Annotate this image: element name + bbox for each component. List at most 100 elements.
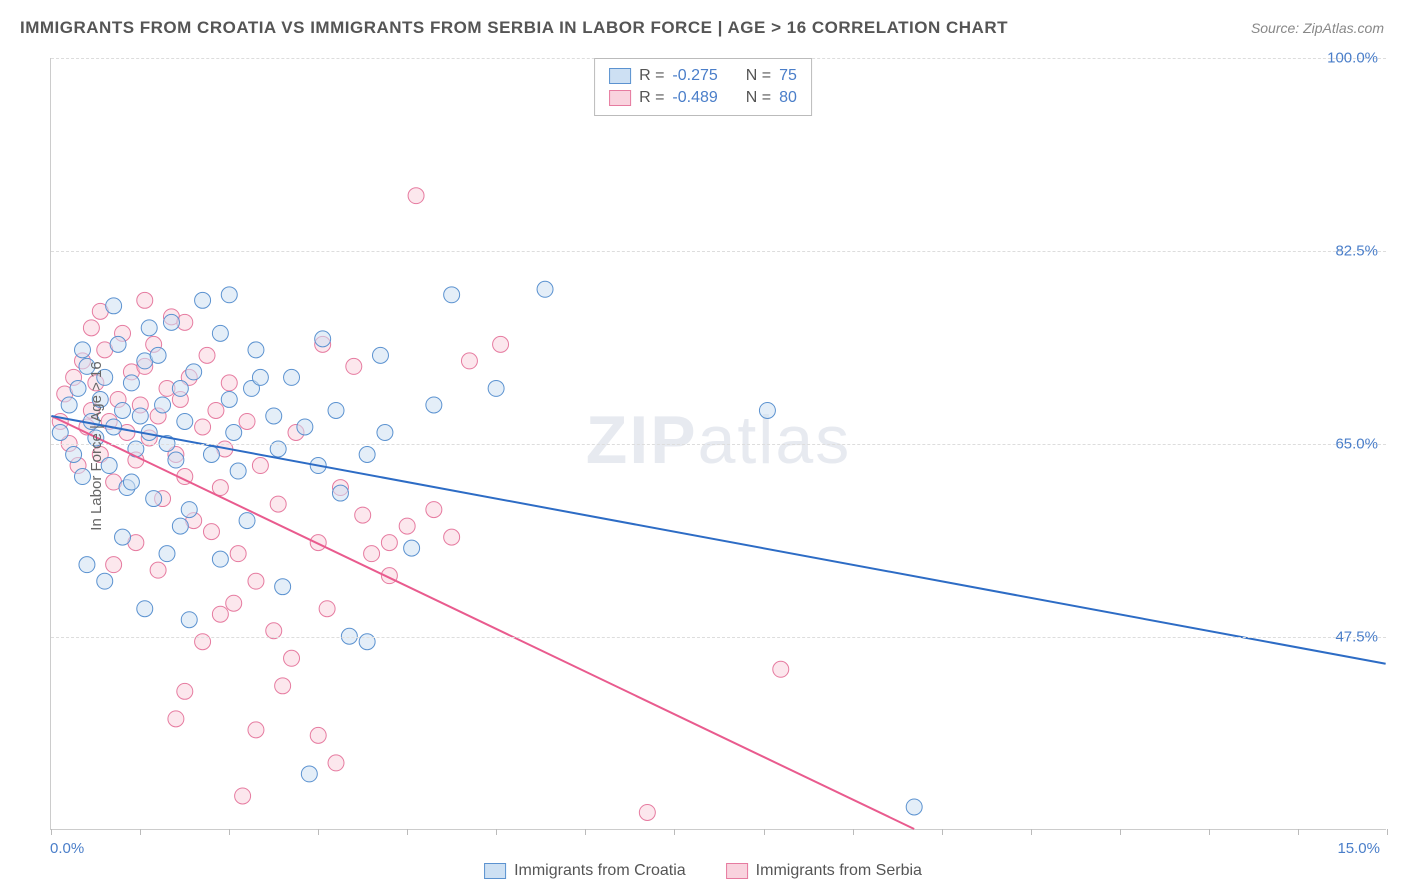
- scatter-point: [221, 287, 237, 303]
- legend-series-label: Immigrants from Croatia: [514, 862, 686, 880]
- scatter-point: [208, 402, 224, 418]
- scatter-point: [399, 518, 415, 534]
- legend-n-label: N =: [746, 67, 771, 85]
- scatter-point: [275, 678, 291, 694]
- legend-r-value: -0.489: [672, 89, 717, 107]
- scatter-point: [248, 722, 264, 738]
- y-axis-title: In Labor Force | Age > 16: [88, 361, 105, 530]
- legend-series-label: Immigrants from Serbia: [756, 862, 922, 880]
- gridline: [51, 444, 1386, 445]
- scatter-point: [230, 546, 246, 562]
- legend-swatch: [609, 90, 631, 106]
- scatter-point: [301, 766, 317, 782]
- scatter-point: [284, 650, 300, 666]
- scatter-point: [177, 413, 193, 429]
- scatter-point: [199, 347, 215, 363]
- legend-n-label: N =: [746, 89, 771, 107]
- scatter-point: [426, 397, 442, 413]
- regression-line: [51, 416, 914, 829]
- legend-swatch: [726, 863, 748, 879]
- scatter-point: [639, 804, 655, 820]
- scatter-point: [275, 579, 291, 595]
- scatter-point: [137, 292, 153, 308]
- scatter-point: [773, 661, 789, 677]
- scatter-point: [364, 546, 380, 562]
- scatter-point: [150, 347, 166, 363]
- scatter-point: [155, 397, 171, 413]
- scatter-point: [159, 546, 175, 562]
- scatter-point: [212, 551, 228, 567]
- source-label: Source: ZipAtlas.com: [1251, 20, 1384, 36]
- scatter-point: [186, 364, 202, 380]
- scatter-point: [195, 292, 211, 308]
- scatter-point: [106, 298, 122, 314]
- scatter-point: [381, 535, 397, 551]
- scatter-point: [377, 424, 393, 440]
- scatter-point: [177, 683, 193, 699]
- scatter-point: [115, 402, 131, 418]
- scatter-point: [759, 402, 775, 418]
- scatter-point: [172, 380, 188, 396]
- scatter-point: [79, 557, 95, 573]
- scatter-point: [297, 419, 313, 435]
- legend-r-label: R =: [639, 67, 664, 85]
- legend-swatch: [609, 68, 631, 84]
- scatter-point: [106, 557, 122, 573]
- gridline: [51, 251, 1386, 252]
- scatter-point: [226, 595, 242, 611]
- scatter-point: [248, 342, 264, 358]
- legend-series-item: Immigrants from Serbia: [726, 862, 922, 880]
- scatter-point: [132, 408, 148, 424]
- scatter-point: [408, 188, 424, 204]
- legend-correlation-row: R = -0.489 N = 80: [609, 87, 797, 109]
- x-tick: [1387, 829, 1388, 835]
- scatter-point: [372, 347, 388, 363]
- legend-correlation: R = -0.275 N = 75R = -0.489 N = 80: [594, 58, 812, 116]
- y-tick-label: 47.5%: [1335, 629, 1378, 646]
- legend-r-value: -0.275: [672, 67, 717, 85]
- scatter-point: [906, 799, 922, 815]
- scatter-point: [310, 727, 326, 743]
- scatter-point: [212, 325, 228, 341]
- legend-r-label: R =: [639, 89, 664, 107]
- scatter-point: [315, 331, 331, 347]
- scatter-point: [137, 601, 153, 617]
- scatter-point: [75, 342, 91, 358]
- scatter-point: [284, 369, 300, 385]
- scatter-point: [248, 573, 264, 589]
- scatter-point: [123, 474, 139, 490]
- scatter-point: [181, 502, 197, 518]
- scatter-point: [266, 408, 282, 424]
- scatter-point: [110, 336, 126, 352]
- scatter-point: [359, 447, 375, 463]
- scatter-point: [444, 287, 460, 303]
- scatter-point: [163, 314, 179, 330]
- scatter-point: [61, 397, 77, 413]
- y-tick-label: 82.5%: [1335, 243, 1378, 260]
- scatter-point: [115, 529, 131, 545]
- y-tick-label: 65.0%: [1335, 436, 1378, 453]
- scatter-point: [66, 447, 82, 463]
- scatter-point: [346, 358, 362, 374]
- scatter-point: [168, 711, 184, 727]
- x-axis-max: 15.0%: [1337, 840, 1380, 857]
- scatter-point: [203, 524, 219, 540]
- scatter-point: [235, 788, 251, 804]
- scatter-point: [319, 601, 335, 617]
- scatter-point: [168, 452, 184, 468]
- scatter-point: [52, 424, 68, 440]
- scatter-point: [123, 375, 139, 391]
- scatter-point: [239, 413, 255, 429]
- scatter-point: [270, 496, 286, 512]
- x-axis-min: 0.0%: [50, 840, 84, 857]
- scatter-point: [203, 447, 219, 463]
- y-tick-label: 100.0%: [1327, 50, 1378, 67]
- scatter-point: [444, 529, 460, 545]
- scatter-point: [221, 375, 237, 391]
- legend-n-value: 80: [779, 89, 797, 107]
- scatter-point: [461, 353, 477, 369]
- chart-title: IMMIGRANTS FROM CROATIA VS IMMIGRANTS FR…: [20, 18, 1008, 38]
- scatter-point: [328, 755, 344, 771]
- plot-area: ZIPatlas 47.5%65.0%82.5%100.0%: [50, 58, 1386, 830]
- scatter-point: [221, 391, 237, 407]
